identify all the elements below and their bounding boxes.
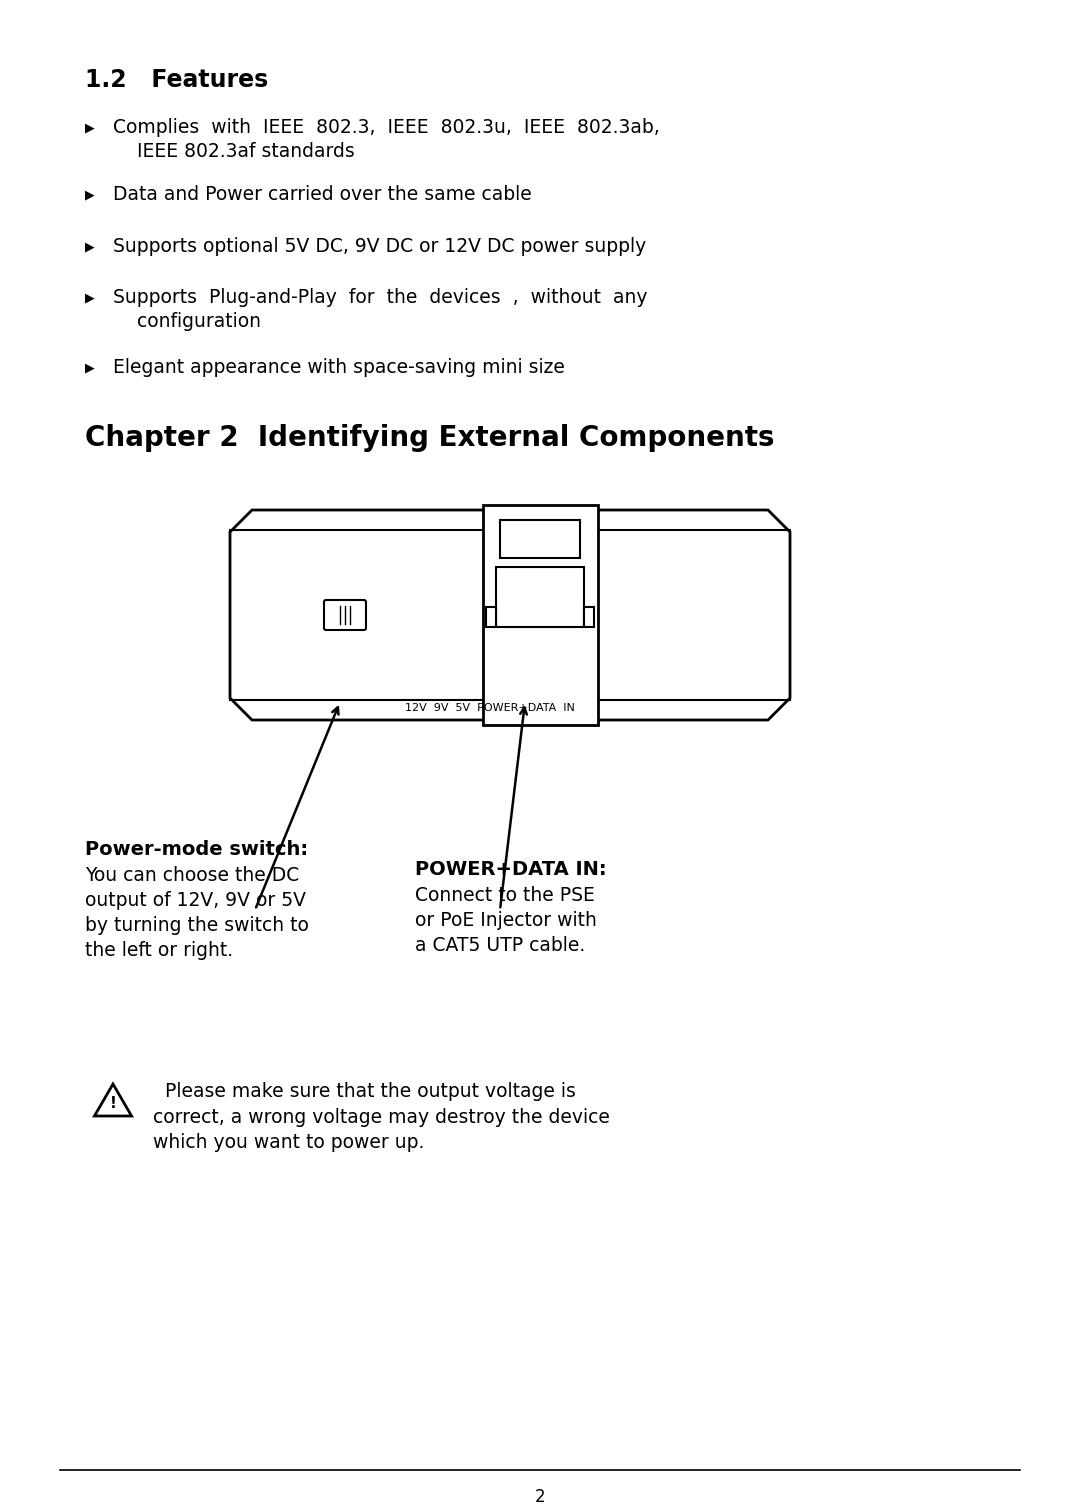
Polygon shape (230, 511, 789, 721)
Text: Complies  with  IEEE  802.3,  IEEE  802.3u,  IEEE  802.3ab,
    IEEE 802.3af sta: Complies with IEEE 802.3, IEEE 802.3u, I… (113, 118, 660, 162)
Bar (486, 607, 496, 627)
Text: Please make sure that the output voltage is
correct, a wrong voltage may destroy: Please make sure that the output voltage… (153, 1082, 610, 1153)
Bar (500, 520, 580, 558)
Text: 12V  9V  5V  POWER+DATA  IN: 12V 9V 5V POWER+DATA IN (405, 703, 575, 713)
Text: Connect to the PSE
or PoE Injector with
a CAT5 UTP cable.: Connect to the PSE or PoE Injector with … (415, 885, 597, 955)
Text: Elegant appearance with space-saving mini size: Elegant appearance with space-saving min… (113, 358, 565, 378)
Text: ▶: ▶ (85, 361, 95, 375)
Polygon shape (94, 1083, 132, 1117)
Text: Data and Power carried over the same cable: Data and Power carried over the same cab… (113, 184, 531, 204)
FancyBboxPatch shape (324, 600, 366, 630)
Bar (483, 505, 597, 725)
Text: POWER+DATA IN:: POWER+DATA IN: (415, 860, 607, 879)
Text: !: ! (109, 1097, 117, 1111)
Bar (496, 567, 584, 627)
Text: Power-mode switch:: Power-mode switch: (85, 840, 308, 858)
Bar (584, 607, 594, 627)
Text: ▶: ▶ (85, 121, 95, 134)
Text: Chapter 2  Identifying External Components: Chapter 2 Identifying External Component… (85, 425, 774, 452)
Text: Supports optional 5V DC, 9V DC or 12V DC power supply: Supports optional 5V DC, 9V DC or 12V DC… (113, 237, 646, 255)
Text: ▶: ▶ (85, 187, 95, 201)
Text: You can choose the DC
output of 12V, 9V or 5V
by turning the switch to
the left : You can choose the DC output of 12V, 9V … (85, 866, 309, 959)
Text: Supports  Plug-and-Play  for  the  devices  ,  without  any
    configuration: Supports Plug-and-Play for the devices ,… (113, 289, 648, 331)
Text: 1.2   Features: 1.2 Features (85, 68, 268, 92)
Text: ▶: ▶ (85, 240, 95, 252)
Text: 2: 2 (535, 1488, 545, 1506)
Text: ▶: ▶ (85, 292, 95, 304)
